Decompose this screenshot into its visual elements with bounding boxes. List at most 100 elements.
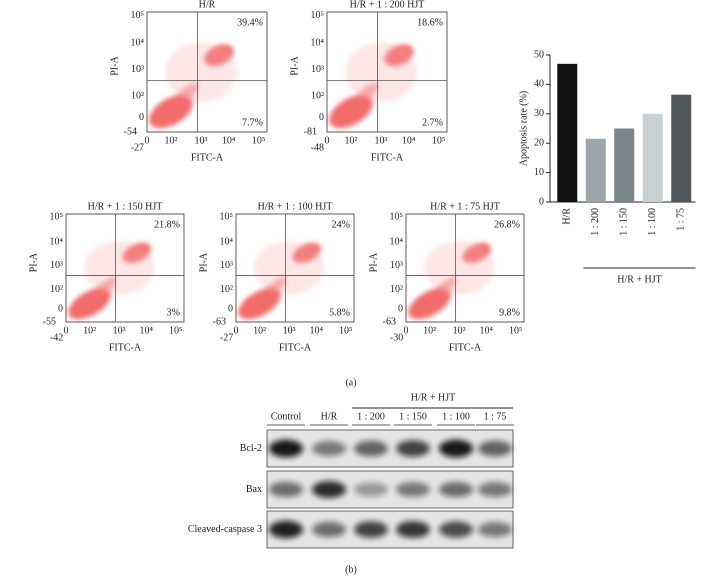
x-axis-label: FITC-A bbox=[371, 152, 404, 163]
plot-title: H/R bbox=[199, 0, 216, 10]
cell-haze bbox=[423, 241, 495, 295]
x-tick-label: 0 bbox=[64, 325, 69, 336]
quadrant-percent: 7.7% bbox=[242, 117, 263, 128]
x-tick-label: 10³ bbox=[283, 325, 296, 336]
y-tick-label: 10⁵ bbox=[131, 10, 145, 21]
y-tick-label: 10³ bbox=[131, 64, 144, 75]
blot-band bbox=[439, 481, 473, 498]
quadrant-percent: 26.8% bbox=[494, 219, 520, 230]
x-tick-label: 10⁵ bbox=[509, 325, 523, 336]
x-tick-label: 10⁴ bbox=[402, 135, 416, 146]
y-tick-label: 30 bbox=[534, 108, 544, 119]
quadrant-percent: 21.8% bbox=[154, 219, 180, 230]
x-tick-label: 10³ bbox=[375, 135, 388, 146]
x-tick-label: 10⁴ bbox=[479, 325, 493, 336]
cell-cloud bbox=[149, 95, 193, 129]
caption: (b) bbox=[345, 564, 357, 575]
y-tick-label: 10⁵ bbox=[311, 10, 325, 21]
quadrant-percent: 3% bbox=[167, 307, 180, 318]
x-tick-label: 10³ bbox=[113, 325, 126, 336]
y-tick-label: 10⁵ bbox=[50, 212, 64, 223]
blot-band bbox=[439, 439, 473, 458]
y-axis-label: Apoptosis rate (%) bbox=[518, 91, 529, 167]
y-tick-label: 10⁴ bbox=[311, 37, 325, 48]
y-tick-label: -54 bbox=[124, 126, 137, 137]
y-tick-label: 10³ bbox=[390, 260, 403, 271]
plot-title: H/R + 1 : 150 HJT bbox=[88, 201, 163, 212]
y-tick-label: 0 bbox=[398, 303, 403, 314]
y-tick-label: 40 bbox=[534, 79, 544, 90]
blot-band bbox=[354, 440, 388, 457]
blot-band bbox=[269, 481, 303, 498]
blot-band bbox=[312, 441, 346, 456]
y-tick-label: 50 bbox=[534, 49, 544, 60]
x-tick-label: 1 : 200 bbox=[590, 208, 601, 236]
x-tick-label: 10² bbox=[345, 135, 358, 146]
y-tick-label: 10⁵ bbox=[220, 212, 234, 223]
bar bbox=[614, 128, 635, 202]
blot-band bbox=[269, 439, 303, 458]
plot-title: H/R + 1 : 100 HJT bbox=[258, 201, 333, 212]
bar bbox=[642, 113, 663, 202]
x-tick-label: H/R bbox=[562, 208, 573, 225]
y-tick-label: -81 bbox=[304, 126, 317, 137]
x-axis-label: FITC-A bbox=[279, 342, 312, 353]
y-axis-label: PI-A bbox=[28, 252, 39, 272]
y-tick-label: 10² bbox=[220, 284, 233, 295]
group-label: H/R + HJT bbox=[411, 392, 456, 403]
blot-band bbox=[478, 482, 512, 497]
lane-label: 1 : 200 bbox=[357, 411, 385, 422]
x-tick-label: 10³ bbox=[195, 135, 208, 146]
blot-band bbox=[354, 482, 388, 497]
x-tick-label: 0 bbox=[234, 325, 239, 336]
y-tick-label: 10² bbox=[50, 284, 63, 295]
x-tick-label: 1 : 150 bbox=[619, 208, 630, 236]
quadrant-percent: 18.6% bbox=[417, 17, 443, 28]
y-tick-label: 10⁴ bbox=[131, 37, 145, 48]
plot-frame bbox=[65, 213, 185, 323]
y-tick-label: -63 bbox=[383, 316, 396, 327]
quadrant-percent: 5.8% bbox=[329, 307, 350, 318]
cell-cloud bbox=[329, 95, 373, 129]
x-tick-label: 10⁵ bbox=[252, 135, 266, 146]
blot-band bbox=[396, 440, 430, 457]
x-tick-label: 0 bbox=[145, 135, 150, 146]
quadrant-percent: 39.4% bbox=[237, 17, 263, 28]
y-tick-label: 10 bbox=[534, 167, 544, 178]
quadrant-percent: 24% bbox=[332, 219, 350, 230]
plot-title: H/R + 1 : 75 HJT bbox=[430, 201, 500, 212]
x-tick-label: 10² bbox=[165, 135, 178, 146]
y-tick-label: -55 bbox=[43, 316, 56, 327]
x-tick-label: 10² bbox=[83, 325, 96, 336]
x-tick-label: -42 bbox=[50, 332, 63, 343]
plot-frame bbox=[405, 213, 525, 323]
y-tick-label: 10⁴ bbox=[50, 236, 64, 247]
x-tick-label: 10⁵ bbox=[339, 325, 353, 336]
lane-label: H/R bbox=[321, 411, 338, 422]
y-tick-label: 20 bbox=[534, 137, 544, 148]
x-tick-label: 0 bbox=[404, 325, 409, 336]
quadrant-percent: 9.8% bbox=[499, 307, 520, 318]
bar bbox=[557, 63, 578, 202]
lane-label: 1 : 100 bbox=[442, 411, 470, 422]
x-tick-label: 1 : 75 bbox=[676, 208, 687, 231]
x-tick-label: 10⁴ bbox=[222, 135, 236, 146]
y-tick-label: 10³ bbox=[311, 64, 324, 75]
x-tick-label: 10³ bbox=[453, 325, 466, 336]
blot-band bbox=[396, 521, 430, 538]
cell-haze bbox=[253, 241, 325, 295]
blot-band bbox=[439, 521, 473, 538]
y-axis-label: PI-A bbox=[198, 252, 209, 272]
x-axis-label: FITC-A bbox=[191, 152, 224, 163]
blot-band bbox=[269, 520, 303, 539]
y-tick-label: 10² bbox=[131, 90, 144, 101]
lane-label: 1 : 75 bbox=[484, 411, 507, 422]
plot-title: H/R + 1 : 200 HJT bbox=[350, 0, 425, 10]
y-tick-label: 10⁴ bbox=[390, 236, 404, 247]
x-tick-label: 0 bbox=[325, 135, 330, 146]
lane-label: 1 : 150 bbox=[399, 411, 427, 422]
row-label: Bcl-2 bbox=[240, 443, 262, 454]
lane-label: Control bbox=[271, 411, 302, 422]
x-axis-label: FITC-A bbox=[109, 342, 142, 353]
